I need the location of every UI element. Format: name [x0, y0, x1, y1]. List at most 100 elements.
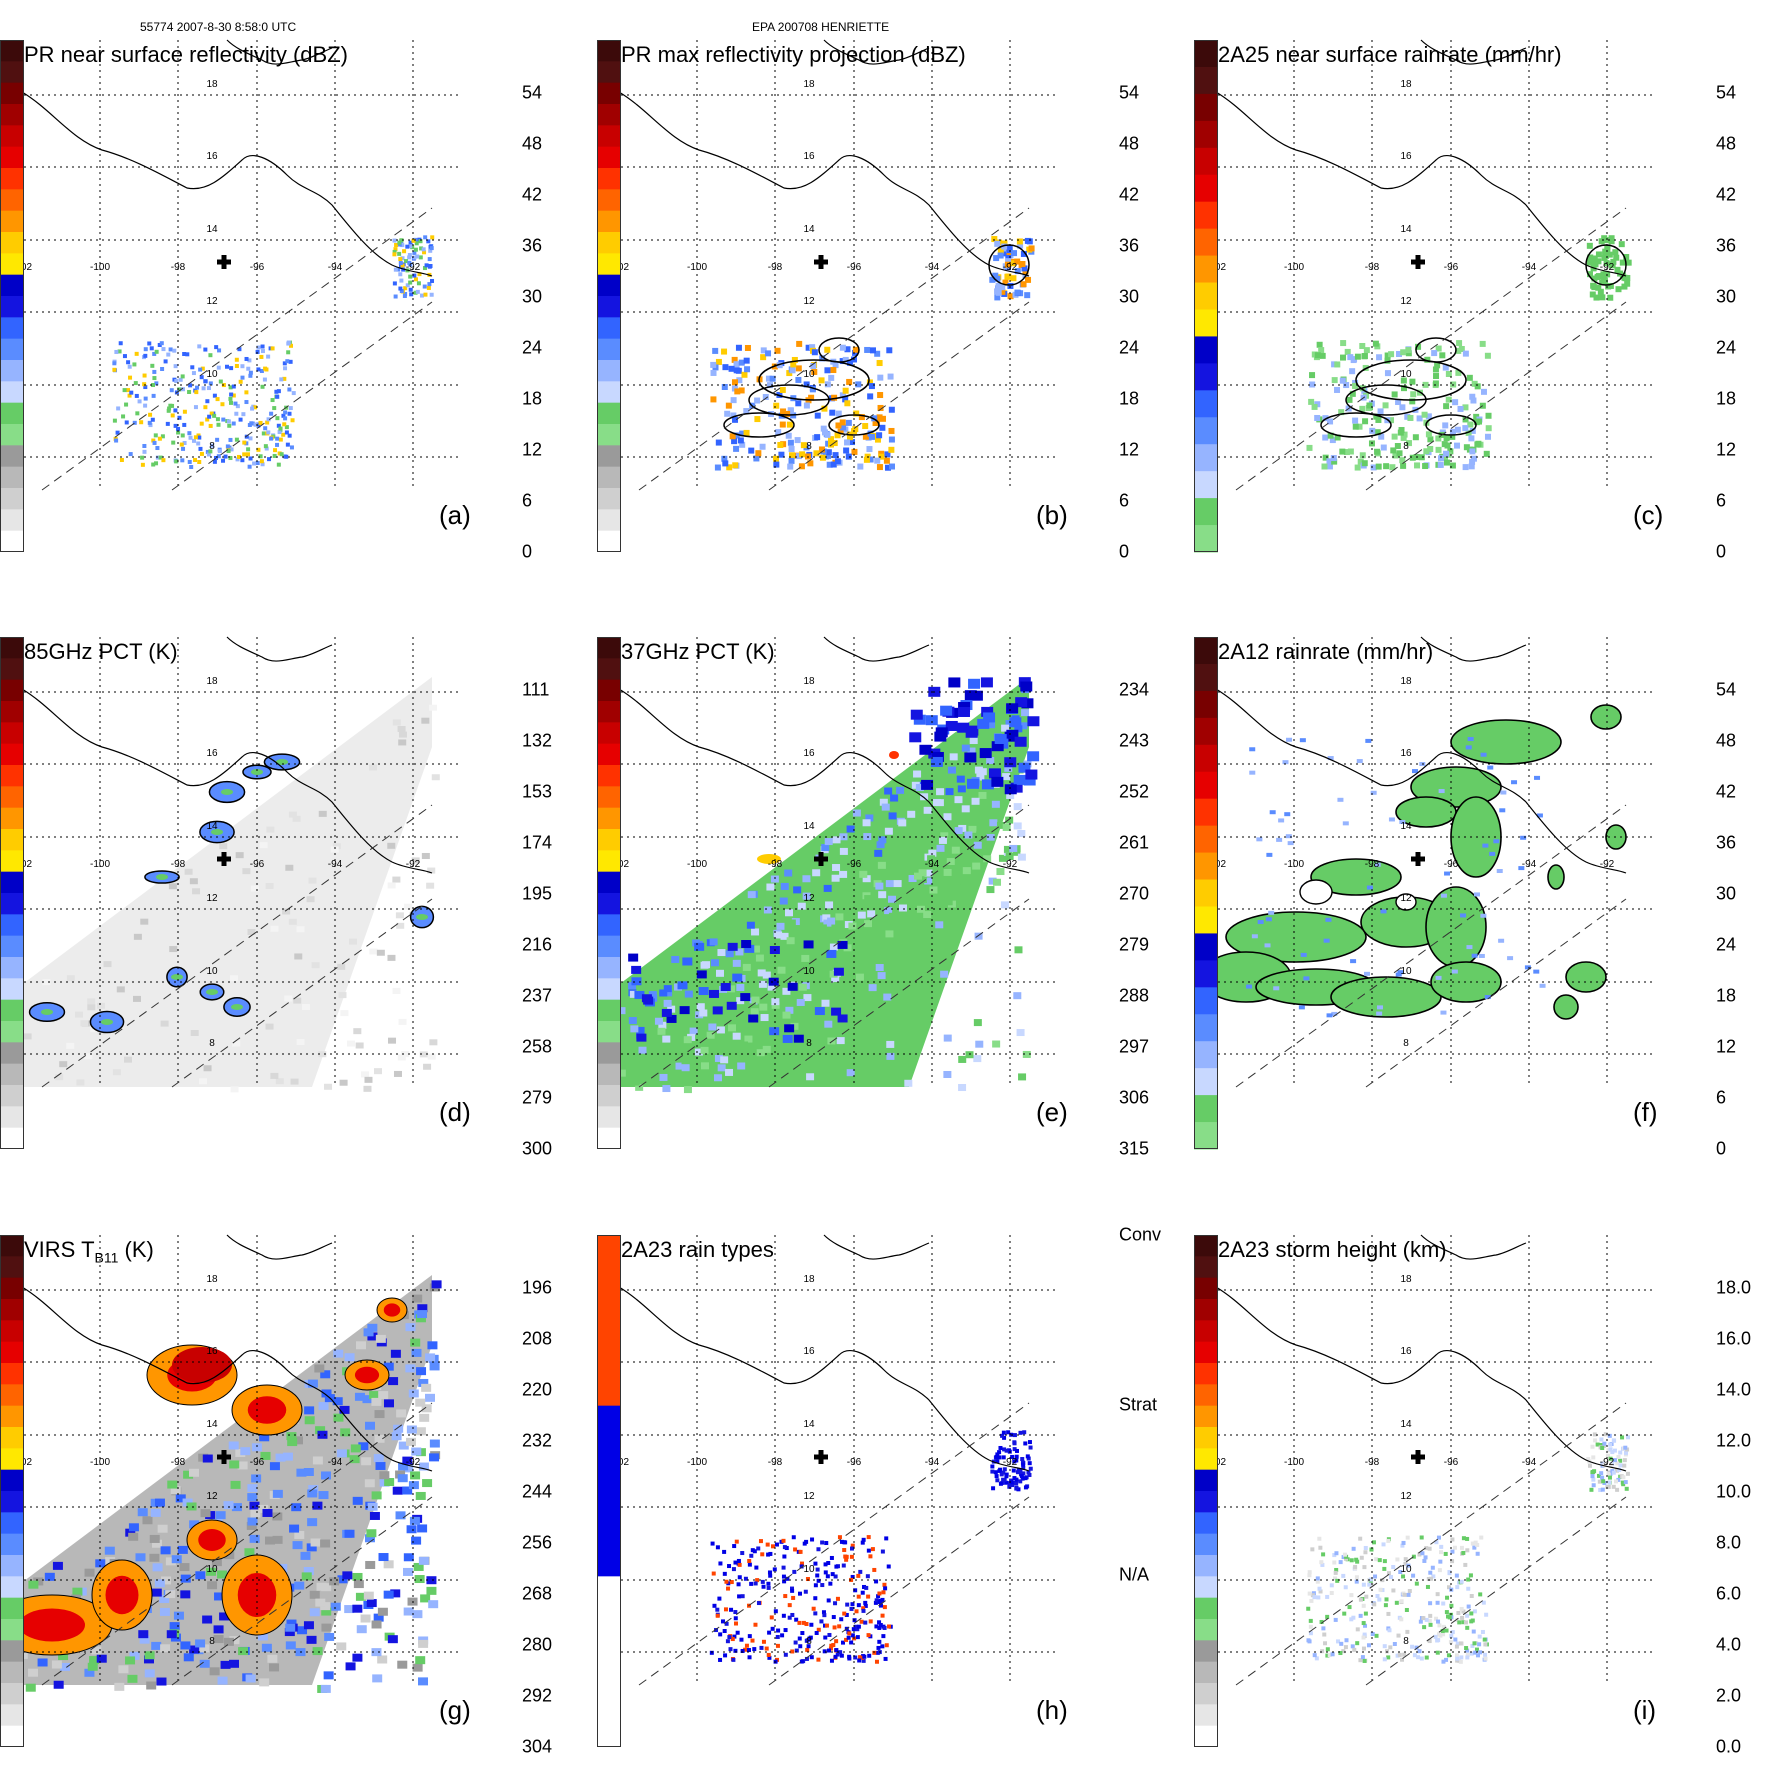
colorbar-segment [0, 1363, 24, 1385]
colorbar-segment [597, 807, 621, 830]
colorbar-segment [597, 1405, 621, 1577]
colorbar-tick-label: 42 [522, 184, 543, 205]
panel-title: 2A23 rain types [621, 1237, 774, 1262]
lon-tick-label: -98 [1365, 1457, 1380, 1468]
colorbar-tick-label: 216 [522, 934, 553, 955]
lat-tick-label: 18 [1400, 1274, 1412, 1285]
colorbar-tick-label: 304 [522, 1736, 553, 1757]
colorbar-segment [1194, 66, 1218, 95]
colorbar-segment [0, 488, 24, 510]
colorbar-segment [1194, 933, 1218, 961]
lon-tick-label: -92 [1600, 1457, 1615, 1468]
colorbar-segment [1194, 471, 1218, 499]
lat-tick-label: 16 [206, 1346, 218, 1357]
lat-tick-label: 12 [1400, 296, 1412, 307]
lat-tick-label: 10 [206, 966, 218, 977]
colorbar-segment [597, 82, 621, 105]
colorbar-segment [597, 914, 621, 937]
colorbar-segment [597, 253, 621, 276]
lon-tick-label: -98 [768, 859, 783, 870]
colorbar-segment [0, 1683, 24, 1705]
lat-tick-label: 8 [806, 441, 812, 452]
colorbar-segment [1194, 1661, 1218, 1684]
colorbar-tick-label: 315 [1119, 1138, 1150, 1159]
colorbar-segment [0, 786, 24, 809]
colorbar-segment [0, 1405, 24, 1428]
lat-tick-label: 14 [206, 1419, 218, 1430]
lat-tick-label: 18 [1400, 676, 1412, 687]
colorbar-segment [0, 253, 24, 276]
colorbar-segment [0, 701, 24, 723]
colorbar-segment [0, 722, 24, 745]
lat-tick-label: 8 [806, 1636, 812, 1647]
lon-tick-label: -96 [1444, 262, 1459, 273]
header-storm-name: EPA 200708 HENRIETTE [752, 20, 890, 34]
colorbar-segment [0, 445, 24, 468]
colorbar-tick-label: 42 [1716, 781, 1737, 802]
pr-swath-edge [768, 301, 1030, 491]
lon-tick-label: -98 [768, 262, 783, 273]
lat-tick-label: 12 [803, 1491, 815, 1502]
colorbar-segment [0, 189, 24, 212]
lat-tick-label: 10 [1400, 966, 1412, 977]
lon-tick-label: -94 [925, 262, 940, 273]
colorbar-segment [0, 424, 24, 446]
colorbar-tick-label: 195 [522, 883, 553, 904]
coastline-north [226, 39, 333, 65]
colorbar-tick-label: 54 [522, 82, 543, 103]
colorbar-tick-label: 12 [1119, 439, 1140, 460]
colorbar-segment [0, 381, 24, 404]
colorbar-tick-label: 54 [1716, 82, 1737, 103]
colorbar-segment [0, 1491, 24, 1513]
colorbar-segment [0, 1299, 24, 1321]
colorbar-segment [597, 232, 621, 254]
colorbar-segment [1194, 825, 1218, 854]
lon-tick-label: -100 [90, 1457, 110, 1468]
colorbar [1194, 1235, 1218, 1748]
colorbar-tick-label: 12 [1716, 439, 1737, 460]
colorbar-segment [0, 1127, 24, 1150]
lon-tick-label: -98 [1365, 262, 1380, 273]
coastline-north [823, 636, 930, 662]
colorbar-segment [597, 978, 621, 1001]
panel-title: PR near surface reflectivity (dBZ) [24, 42, 348, 67]
lat-tick-label: 10 [803, 369, 815, 380]
pr-swath-edge [1235, 1402, 1627, 1686]
colorbar-segment [0, 807, 24, 830]
lat-tick-label: 14 [206, 821, 218, 832]
colorbar-segment [0, 1640, 24, 1663]
colorbar-segment [597, 509, 621, 532]
colorbar-segment [0, 1555, 24, 1577]
lat-tick-label: 16 [1400, 151, 1412, 162]
colorbar [0, 637, 24, 1150]
pr-swath-edge [1235, 804, 1627, 1088]
coastline [1215, 1286, 1627, 1472]
colorbar-segment [0, 1106, 24, 1129]
colorbar-segment [0, 402, 24, 425]
colorbar-segment [597, 381, 621, 404]
lon-tick-label: -100 [687, 1457, 707, 1468]
lat-tick-label: 16 [803, 1346, 815, 1357]
colorbar-segment [597, 125, 621, 148]
colorbar-segment [597, 466, 621, 489]
lat-tick-label: 8 [209, 1038, 215, 1049]
colorbar-tick-label: 48 [1716, 133, 1737, 154]
colorbar-tick-label: 292 [522, 1685, 553, 1706]
colorbar-segment [1194, 852, 1218, 881]
colorbar-segment [0, 317, 24, 340]
colorbar-segment [0, 1341, 24, 1364]
colorbar-tick-label: 297 [1119, 1036, 1150, 1057]
colorbar-tick-label: 288 [1119, 985, 1150, 1006]
storm-center-marker [217, 1450, 231, 1464]
colorbar-segment [0, 1021, 24, 1043]
colorbar-tick-label: 300 [522, 1138, 553, 1159]
colorbar-segment [1194, 282, 1218, 310]
colorbar-segment [0, 637, 24, 659]
lat-tick-label: 14 [803, 821, 815, 832]
storm-center-marker [814, 852, 828, 866]
